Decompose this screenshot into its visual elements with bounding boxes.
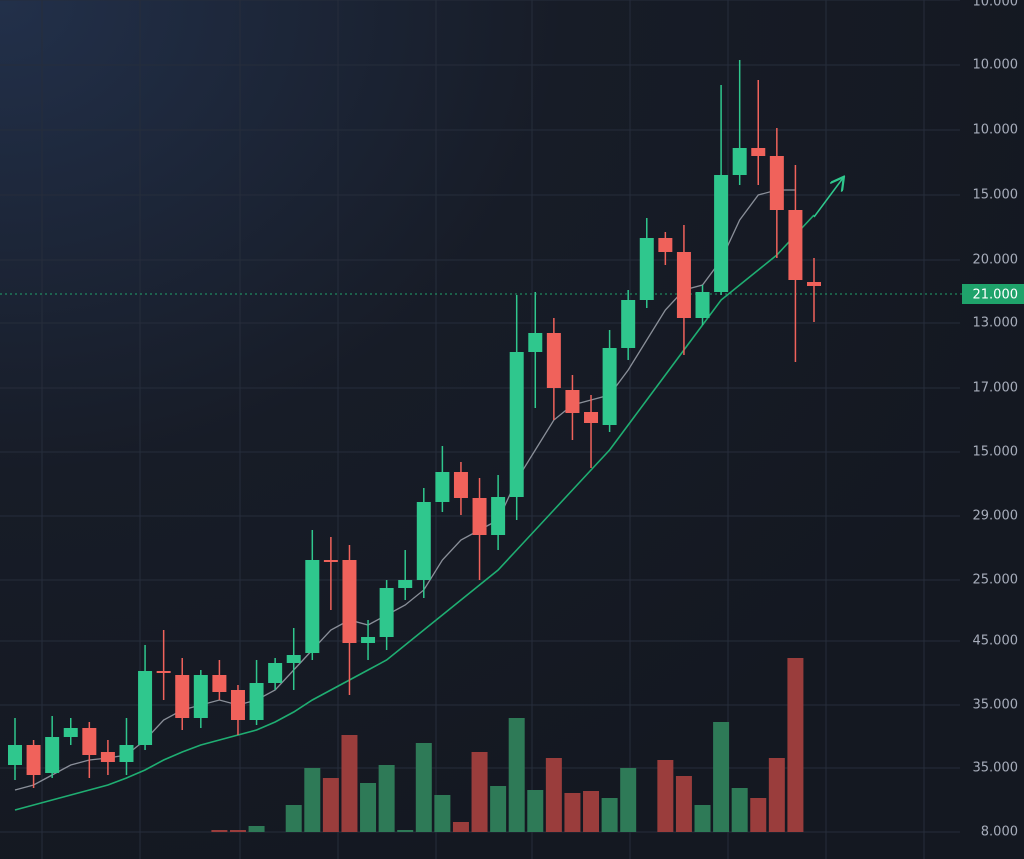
- candle-body: [769, 156, 784, 210]
- candle-body: [119, 745, 134, 762]
- volume-bar: [731, 788, 748, 832]
- candle-body: [138, 671, 153, 745]
- volume-bar: [564, 793, 581, 832]
- volume-bar: [601, 798, 618, 832]
- volume-bar: [285, 805, 302, 832]
- candle-body: [379, 588, 394, 637]
- volume-bar: [583, 791, 600, 832]
- volume-bar: [434, 795, 451, 832]
- vertical-grid: [41, 0, 925, 859]
- candle-body: [212, 675, 227, 692]
- candle-body: [639, 238, 654, 300]
- candle-body: [528, 333, 543, 352]
- volume-bar: [768, 758, 785, 832]
- price-label: 29.000: [973, 509, 1019, 524]
- last-price-label: 21.000: [973, 288, 1019, 303]
- candle-body: [435, 472, 450, 502]
- price-label: 25.000: [973, 573, 1019, 588]
- candle-body: [230, 690, 245, 720]
- candle-body: [82, 728, 97, 755]
- volume-bar: [304, 768, 321, 832]
- candle-body: [268, 663, 283, 683]
- candle-body: [602, 348, 617, 425]
- volume-bar: [508, 718, 525, 832]
- candle-body: [695, 292, 710, 318]
- candle-body: [323, 560, 338, 562]
- volume-bar: [545, 758, 562, 832]
- candle-body: [361, 637, 376, 643]
- price-label: 13.000: [973, 316, 1019, 331]
- candle-body: [305, 560, 320, 653]
- volume-bar: [471, 752, 488, 832]
- candle-body: [100, 752, 115, 762]
- volume-bar: [490, 786, 507, 832]
- volume-bar: [211, 830, 228, 832]
- candle-body: [658, 238, 673, 252]
- volume-bar: [750, 798, 767, 832]
- candle-body: [156, 671, 171, 673]
- candle-body: [584, 412, 599, 423]
- volume-bar: [787, 658, 804, 832]
- price-label: 35.000: [973, 761, 1019, 776]
- volume-bar: [248, 826, 265, 832]
- candle-body: [8, 745, 22, 765]
- trend-arrow: [813, 178, 843, 218]
- volume-bar: [360, 783, 377, 832]
- candle-body: [732, 148, 747, 175]
- volume-bar: [657, 760, 674, 832]
- price-label: 10.000: [973, 123, 1019, 138]
- candle-body: [565, 390, 580, 413]
- candle-body: [398, 580, 413, 588]
- candle-body: [807, 282, 821, 286]
- price-label: 15.000: [973, 188, 1019, 203]
- volume-bar: [415, 743, 432, 832]
- price-label: 45.000: [973, 634, 1019, 649]
- volume-bar: [452, 822, 469, 832]
- candle-body: [751, 148, 766, 156]
- volume-bar: [713, 722, 730, 832]
- candle-body: [45, 737, 60, 773]
- price-label: 35.000: [973, 698, 1019, 713]
- candle-body: [249, 683, 264, 720]
- price-label: 15.000: [973, 445, 1019, 460]
- last-price-tag: [962, 284, 1024, 304]
- candle-body: [453, 472, 468, 498]
- volume-bar: [341, 735, 358, 832]
- candle-body: [621, 300, 636, 348]
- volume-bar: [694, 805, 711, 832]
- candle-body: [175, 675, 190, 718]
- price-label: 17.000: [973, 381, 1019, 396]
- volume-bar: [675, 776, 692, 832]
- candle-body: [714, 175, 729, 292]
- price-label: 10.000: [973, 58, 1019, 73]
- candle-body: [676, 252, 691, 318]
- moving-average: [14, 214, 815, 811]
- candle-body: [26, 745, 41, 775]
- volume-bar: [397, 830, 414, 832]
- candle-body: [193, 675, 208, 718]
- candle-body: [509, 352, 524, 497]
- candle-body: [63, 728, 78, 737]
- price-label: 8.000: [981, 825, 1018, 840]
- candle-body: [342, 560, 357, 643]
- candle-body: [286, 655, 301, 663]
- candle-body: [491, 497, 506, 535]
- volume-bar: [378, 765, 395, 832]
- price-label: 10.000: [973, 0, 1019, 10]
- price-label: 20.000: [973, 253, 1019, 268]
- volume-bar: [527, 790, 544, 832]
- candle-body: [472, 498, 487, 535]
- volume-bar: [322, 778, 339, 832]
- candle-body: [788, 210, 803, 280]
- candle-body: [546, 333, 561, 388]
- candle-body: [416, 502, 431, 580]
- volume-bar: [620, 768, 637, 832]
- volume-bar: [229, 830, 246, 832]
